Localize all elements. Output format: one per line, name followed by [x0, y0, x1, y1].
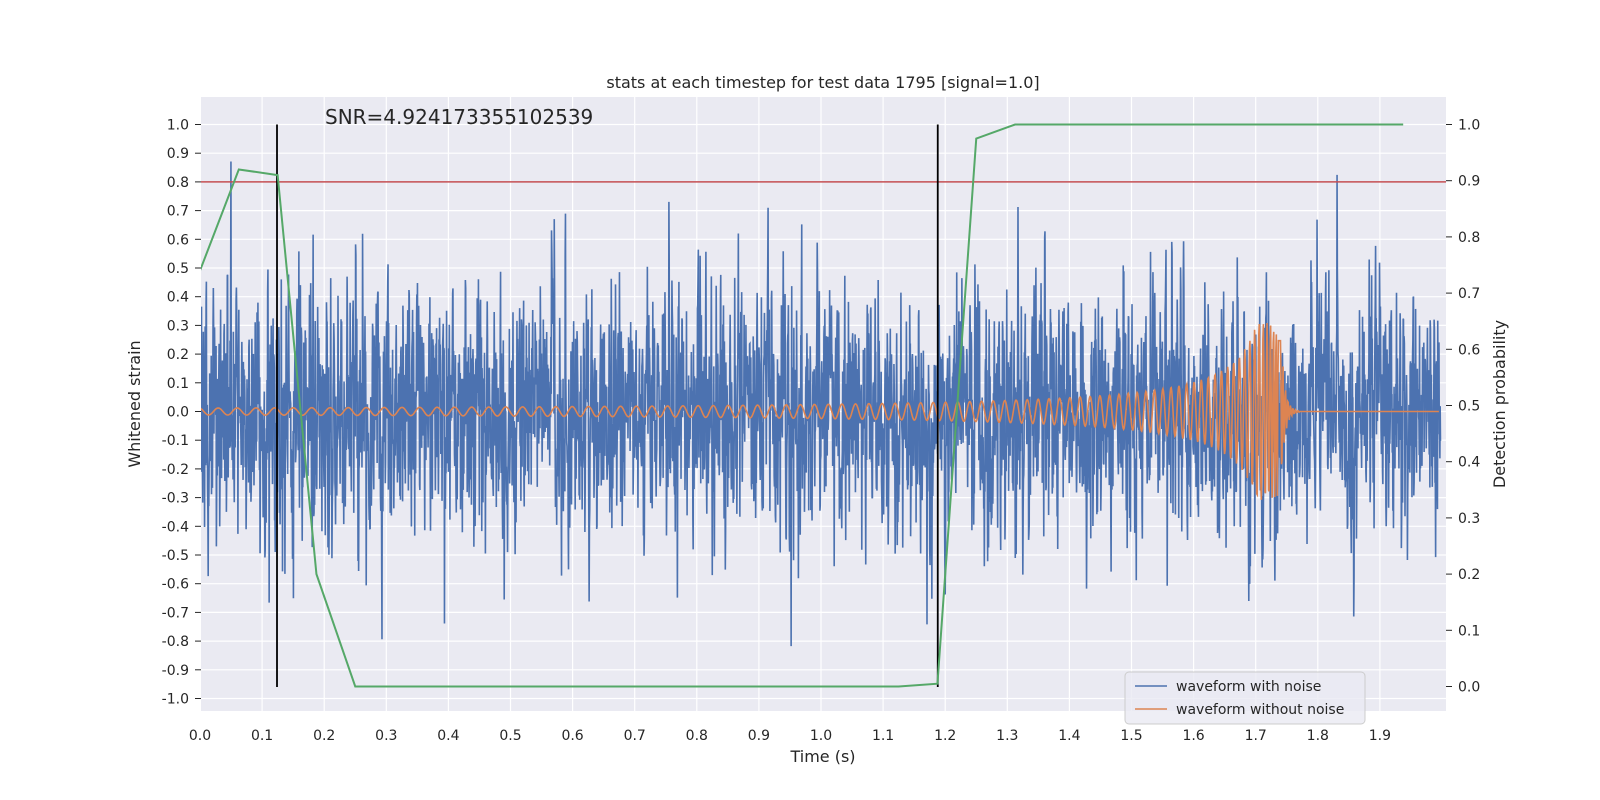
- y2-tick-label: 0.5: [1458, 399, 1480, 415]
- legend-box: [1124, 671, 1366, 725]
- x-tick-label: 0.5: [499, 728, 521, 744]
- y-tick-label: -0.7: [162, 605, 189, 621]
- x-tick-label: 1.8: [1307, 728, 1329, 744]
- x-tick-label: 0.0: [189, 728, 211, 744]
- plot-area: [201, 123, 1446, 688]
- x-tick-label: 0.6: [561, 728, 583, 744]
- y2-tick-label: 0.0: [1458, 680, 1480, 696]
- y2-tick-label: 0.2: [1458, 567, 1480, 583]
- y2-tick-label: 0.1: [1458, 623, 1480, 639]
- x-tick-label: 1.9: [1369, 728, 1391, 744]
- y-tick-label: 0.2: [167, 347, 189, 363]
- y-tick-label: -0.6: [162, 577, 189, 593]
- y-tick-label: -1.0: [162, 692, 189, 708]
- x-tick-label: 0.7: [624, 728, 646, 744]
- y-tick-label: -0.3: [162, 491, 189, 507]
- x-tick-label: 1.4: [1058, 728, 1080, 744]
- legend-label-waveform-without-noise: waveform without noise: [1176, 702, 1344, 718]
- y-tick-label: 0.4: [167, 290, 189, 306]
- y-tick-label: 1.0: [167, 118, 189, 134]
- x-axis-label: Time (s): [789, 747, 855, 766]
- x-axis-ticks: 0.0 0.1 0.2 0.3 0.4 0.5 0.6 0.7 0.8 0.9 1.0 1.1 1.2 1…: [189, 728, 1391, 744]
- chart-title: stats at each timestep for test data 179…: [606, 73, 1039, 92]
- snr-annotation: SNR=4.924173355102539: [325, 105, 593, 129]
- y-axis-label: Whitened strain: [125, 340, 144, 467]
- y-tick-label: 0.7: [167, 204, 189, 220]
- y2-axis-label: Detection probability: [1490, 320, 1509, 488]
- x-tick-label: 1.2: [934, 728, 956, 744]
- x-tick-label: 0.9: [748, 728, 770, 744]
- y-tick-label: 0.5: [167, 261, 189, 277]
- y-tick-label: 0.6: [167, 232, 189, 248]
- y-tick-label: 0.1: [167, 376, 189, 392]
- y2-tick-label: 0.4: [1458, 455, 1480, 471]
- legend: waveform with noise waveform without noi…: [1124, 671, 1366, 725]
- y2-axis-ticks: 1.0 0.9 0.8 0.7 0.6 0.5 0.4 0.3 0.2 0.1 0.0: [1446, 118, 1480, 696]
- vertical-markers: [276, 124, 939, 688]
- y-tick-label: 0.3: [167, 318, 189, 334]
- y-tick-label: -0.4: [162, 519, 189, 535]
- y-tick-label: -0.5: [162, 548, 189, 564]
- legend-label-waveform-with-noise: waveform with noise: [1176, 679, 1321, 695]
- x-tick-label: 0.8: [686, 728, 708, 744]
- y2-tick-label: 0.9: [1458, 174, 1480, 190]
- y2-tick-label: 1.0: [1458, 118, 1480, 134]
- y-tick-label: 0.0: [167, 405, 189, 421]
- x-tick-label: 0.2: [313, 728, 335, 744]
- y2-tick-label: 0.6: [1458, 342, 1480, 358]
- x-tick-label: 1.5: [1120, 728, 1142, 744]
- x-tick-label: 0.3: [375, 728, 397, 744]
- x-tick-label: 0.1: [251, 728, 273, 744]
- y-tick-label: -0.2: [162, 462, 189, 478]
- x-tick-label: 1.7: [1245, 728, 1267, 744]
- y2-tick-label: 0.8: [1458, 230, 1480, 246]
- y2-tick-label: 0.3: [1458, 511, 1480, 527]
- y-axis-ticks: 1.0 0.9 0.8 0.7 0.6 0.5 0.4 0.3 0.2 0.1 0.0 -0.1 -0.…: [162, 118, 201, 708]
- series-line-waveform-without-noise: [201, 322, 1439, 500]
- y-tick-label: -0.9: [162, 663, 189, 679]
- y-tick-label: 0.9: [167, 146, 189, 162]
- x-tick-label: 1.6: [1182, 728, 1204, 744]
- x-tick-label: 1.0: [810, 728, 832, 744]
- x-tick-label: 1.1: [872, 728, 894, 744]
- y2-tick-label: 0.7: [1458, 286, 1480, 302]
- y-tick-label: -0.8: [162, 634, 189, 650]
- y-tick-label: 0.8: [167, 175, 189, 191]
- y-tick-label: -0.1: [162, 433, 189, 449]
- x-tick-label: 0.4: [437, 728, 459, 744]
- series-line-detection-probability: [201, 123, 1404, 688]
- x-tick-label: 1.3: [996, 728, 1018, 744]
